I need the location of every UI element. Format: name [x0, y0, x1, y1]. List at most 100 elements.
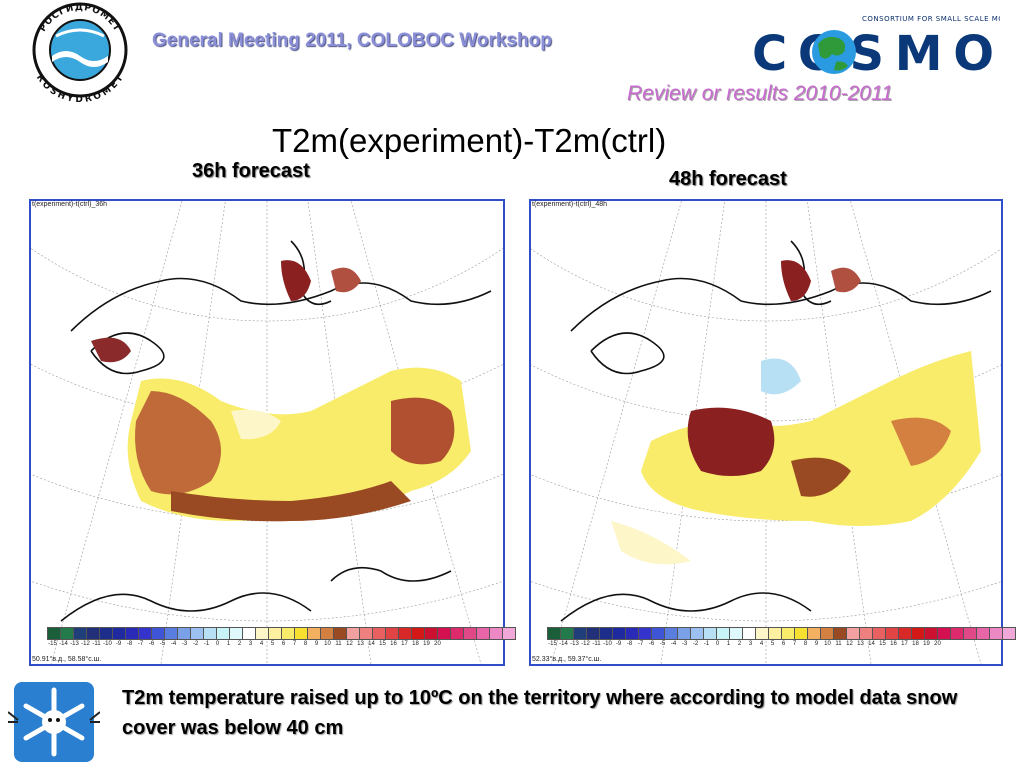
colorbar-swatch [651, 627, 665, 640]
colorbar-label: 17 [401, 641, 408, 647]
colorbar-label: 6 [281, 641, 286, 647]
colorbar-swatch [950, 627, 964, 640]
colorbar-label: 2 [237, 641, 242, 647]
colorbar-swatch [820, 627, 834, 640]
colorbar-label: -15 [48, 641, 57, 647]
colorbar-swatch [742, 627, 756, 640]
colorbar-label: 7 [292, 641, 297, 647]
map-48h-image [531, 201, 1001, 664]
colorbar-label: 19 [423, 641, 430, 647]
colorbar-label: -13 [570, 641, 579, 647]
colorbar-label: -3 [681, 641, 688, 647]
colorbar-swatch [963, 627, 977, 640]
cosmo-tagline: CONSORTIUM FOR SMALL SCALE MODELLING [862, 15, 1000, 23]
colorbar-swatch [47, 627, 61, 640]
colorbar-labels: -15 -14 -13 -12 -11 -10 -9 -8 -7 -6 -5 -4 -3 -2 -1 0 1 2 3… [547, 641, 943, 647]
colorbar-swatch [807, 627, 821, 640]
colorbar-label: -8 [626, 641, 633, 647]
colorbar-label: -3 [181, 641, 188, 647]
colorbar-swatch [599, 627, 613, 640]
colorbar-label: 9 [814, 641, 819, 647]
map-36h-image [31, 201, 503, 664]
colorbar-swatch [677, 627, 691, 640]
colorbar-label: 11 [835, 641, 842, 647]
colorbar-label: -2 [192, 641, 199, 647]
colorbar-label: 20 [934, 641, 941, 647]
colorbar-swatch [794, 627, 808, 640]
colorbar-swatch [937, 627, 951, 640]
colorbar-swatch [138, 627, 152, 640]
colorbar-label: -5 [159, 641, 166, 647]
colorbar-swatch [463, 627, 477, 640]
colorbar-label: 19 [923, 641, 930, 647]
colorbar-label: 5 [270, 641, 275, 647]
colorbar-swatch [833, 627, 847, 640]
colorbar-label: -7 [637, 641, 644, 647]
colorbar-swatch [346, 627, 360, 640]
colorbar-swatch [755, 627, 769, 640]
colorbar-label: -6 [648, 641, 655, 647]
colorbar-label: -15 [548, 641, 557, 647]
colorbar-swatch [573, 627, 587, 640]
map-panel-48h: t(experiment)-t(ctrl)_48h -15 -14 -13 -12 -1… [529, 199, 1016, 666]
colorbar-label: -14 [59, 641, 68, 647]
colorbar-label: 12 [846, 641, 853, 647]
colorbar-label: 2 [737, 641, 742, 647]
colorbar-label: -2 [692, 641, 699, 647]
colorbar-swatch [898, 627, 912, 640]
colorbar-swatch [190, 627, 204, 640]
colorbar-swatch [586, 627, 600, 640]
snowflake-icon [7, 682, 101, 762]
colorbar-label: -10 [103, 641, 112, 647]
colorbar-swatch [398, 627, 412, 640]
colorbar-swatch [99, 627, 113, 640]
colorbar-label: 17 [901, 641, 908, 647]
colorbar-label: -13 [70, 641, 79, 647]
colorbar-label: 18 [412, 641, 419, 647]
colorbar-label: 18 [912, 641, 919, 647]
colorbar-label: 15 [879, 641, 886, 647]
colorbar-swatch [73, 627, 87, 640]
colorbar-label: -7 [137, 641, 144, 647]
colorbar-swatch [638, 627, 652, 640]
colorbar-label: -14 [559, 641, 568, 647]
colorbar-label: 0 [215, 641, 220, 647]
colorbar-label: 14 [368, 641, 375, 647]
colorbar-label: 7 [792, 641, 797, 647]
colorbar-label: -12 [581, 641, 590, 647]
colorbar-label: -9 [115, 641, 122, 647]
colorbar-swatch [911, 627, 925, 640]
colorbar-swatch [411, 627, 425, 640]
colorbar-label: 9 [314, 641, 319, 647]
cosmo-logo: CONSORTIUM FOR SMALL SCALE MODELLING COS… [752, 12, 1024, 82]
colorbar-swatch [164, 627, 178, 640]
colorbar-swatch [125, 627, 139, 640]
colorbar-label: 5 [770, 641, 775, 647]
colorbar [47, 627, 516, 640]
colorbar-label: 15 [379, 641, 386, 647]
colorbar-label: 12 [346, 641, 353, 647]
colorbar-swatch [729, 627, 743, 640]
map-panel-36h: t(experiment)-t(ctrl)_36h -15 -14 -13 -12 -1… [29, 199, 516, 666]
map-coords: 50.91°в.д., 58.58°с.ш. [32, 656, 102, 663]
colorbar-label: 16 [890, 641, 897, 647]
colorbar-label: 8 [303, 641, 308, 647]
colorbar-swatch [60, 627, 74, 640]
colorbar-swatch [268, 627, 282, 640]
colorbar-label: -6 [148, 641, 155, 647]
colorbar-swatch [664, 627, 678, 640]
colorbar-swatch [612, 627, 626, 640]
colorbar-swatch [437, 627, 451, 640]
roshydromet-logo: РОСГИДРОМЕТ ROSHYDROMET [10, 0, 134, 105]
colorbar-swatch [690, 627, 704, 640]
colorbar [547, 627, 1016, 640]
colorbar-label: 0 [715, 641, 720, 647]
colorbar-swatch [359, 627, 373, 640]
map-title: t(experiment)-t(ctrl)_36h [32, 201, 108, 208]
colorbar-swatch [924, 627, 938, 640]
colorbar-swatch [281, 627, 295, 640]
colorbar-swatch [320, 627, 334, 640]
colorbar-swatch [502, 627, 516, 640]
colorbar-swatch [716, 627, 730, 640]
colorbar-swatch [625, 627, 639, 640]
